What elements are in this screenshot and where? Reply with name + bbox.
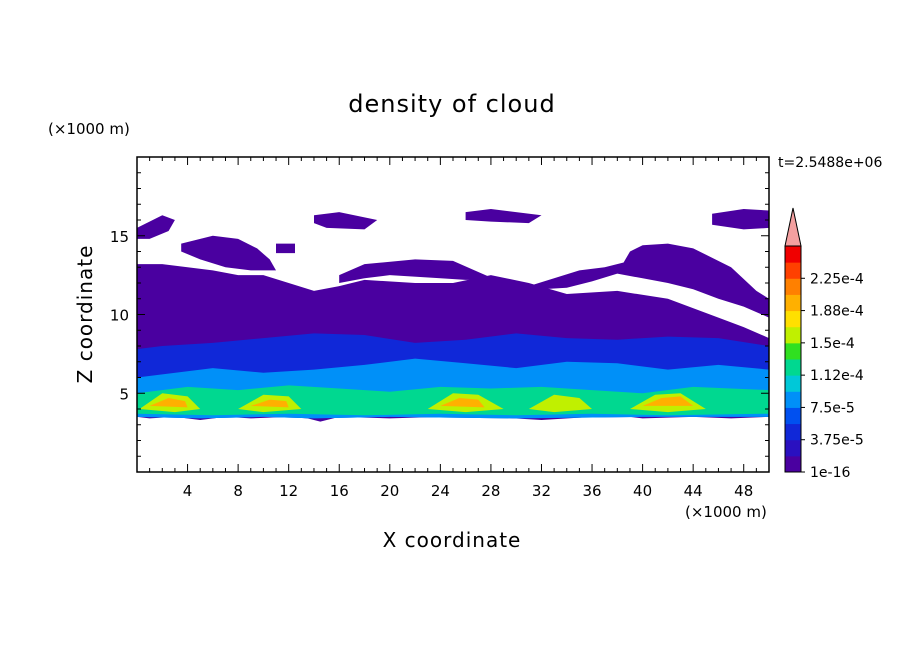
colorbar-swatch xyxy=(785,262,801,279)
contour-regions xyxy=(137,209,769,422)
y-tick-label: 10 xyxy=(110,307,129,325)
x-tick-label: 20 xyxy=(380,482,399,500)
contour-region-2 xyxy=(181,235,276,271)
colorbar-swatch xyxy=(785,342,801,360)
contour-region-4 xyxy=(314,212,378,230)
contour-region-6 xyxy=(712,209,769,230)
colorbar-swatch xyxy=(785,423,801,441)
contour-region-1 xyxy=(339,243,769,318)
colorbar-swatch xyxy=(785,326,801,344)
y-axis-label: Z coordinate xyxy=(73,245,97,384)
colorbar-label: 1.12e-4 xyxy=(810,368,864,384)
colorbar-swatch xyxy=(785,391,801,408)
x-tick-label: 28 xyxy=(481,482,500,500)
contour-region-7 xyxy=(276,243,295,254)
x-tick-label: 36 xyxy=(582,482,601,500)
x-tick-label: 32 xyxy=(532,482,551,500)
contour-region-5 xyxy=(465,209,542,224)
chart-title: density of cloud xyxy=(348,90,555,118)
contour-region-14 xyxy=(528,394,592,413)
colorbar-label: 1.88e-4 xyxy=(810,304,864,320)
x-axis: 4 8 12 16 20 24 28 32 36 40 44 48 xyxy=(149,157,757,500)
x-tick-label: 48 xyxy=(734,482,753,500)
colorbar-label: 2.25e-4 xyxy=(810,271,864,287)
y-tick-label: 5 xyxy=(119,385,129,403)
colorbar-swatch xyxy=(785,310,801,328)
x-tick-label: 16 xyxy=(330,482,349,500)
colorbar-swatch xyxy=(785,455,801,473)
colorbar-swatch xyxy=(785,278,801,295)
contour-region-17 xyxy=(250,399,289,408)
colorbar-label: 3.75e-5 xyxy=(810,433,864,449)
x-tick-label: 44 xyxy=(684,482,703,500)
colorbar: 1e-16 3.75e-5 7.5e-5 1.12e-4 1.5e-4 1.88e-4 2.… xyxy=(784,207,864,481)
colorbar-swatch xyxy=(785,246,801,263)
y-tick-label: 15 xyxy=(110,228,129,246)
contour-region-18 xyxy=(440,398,485,408)
colorbar-swatch xyxy=(785,375,801,392)
time-label: t=2.5488e+06 xyxy=(778,155,882,171)
x-tick-label: 40 xyxy=(633,482,652,500)
colorbar-swatch xyxy=(785,294,801,312)
colorbar-swatch xyxy=(785,439,801,457)
colorbar-swatch xyxy=(785,359,801,376)
x-axis-unit: (×1000 m) xyxy=(685,503,767,521)
x-axis-label: X coordinate xyxy=(383,528,522,552)
x-tick-label: 12 xyxy=(279,482,298,500)
x-tick-label: 8 xyxy=(233,482,243,500)
contour-region-3 xyxy=(137,215,175,239)
contour-region-16 xyxy=(149,398,188,408)
colorbar-extend-arrow xyxy=(784,207,802,247)
colorbar-label: 7.5e-5 xyxy=(810,400,855,416)
x-tick-label: 24 xyxy=(431,482,450,500)
colorbar-label: 1.5e-4 xyxy=(810,336,855,352)
colorbar-swatch xyxy=(785,407,801,425)
y-axis: 5 10 15 xyxy=(110,172,769,457)
contour-region-19 xyxy=(642,396,694,406)
y-axis-unit: (×1000 m) xyxy=(48,120,130,138)
x-tick-label: 4 xyxy=(183,482,193,500)
colorbar-label: 1e-16 xyxy=(810,465,850,481)
